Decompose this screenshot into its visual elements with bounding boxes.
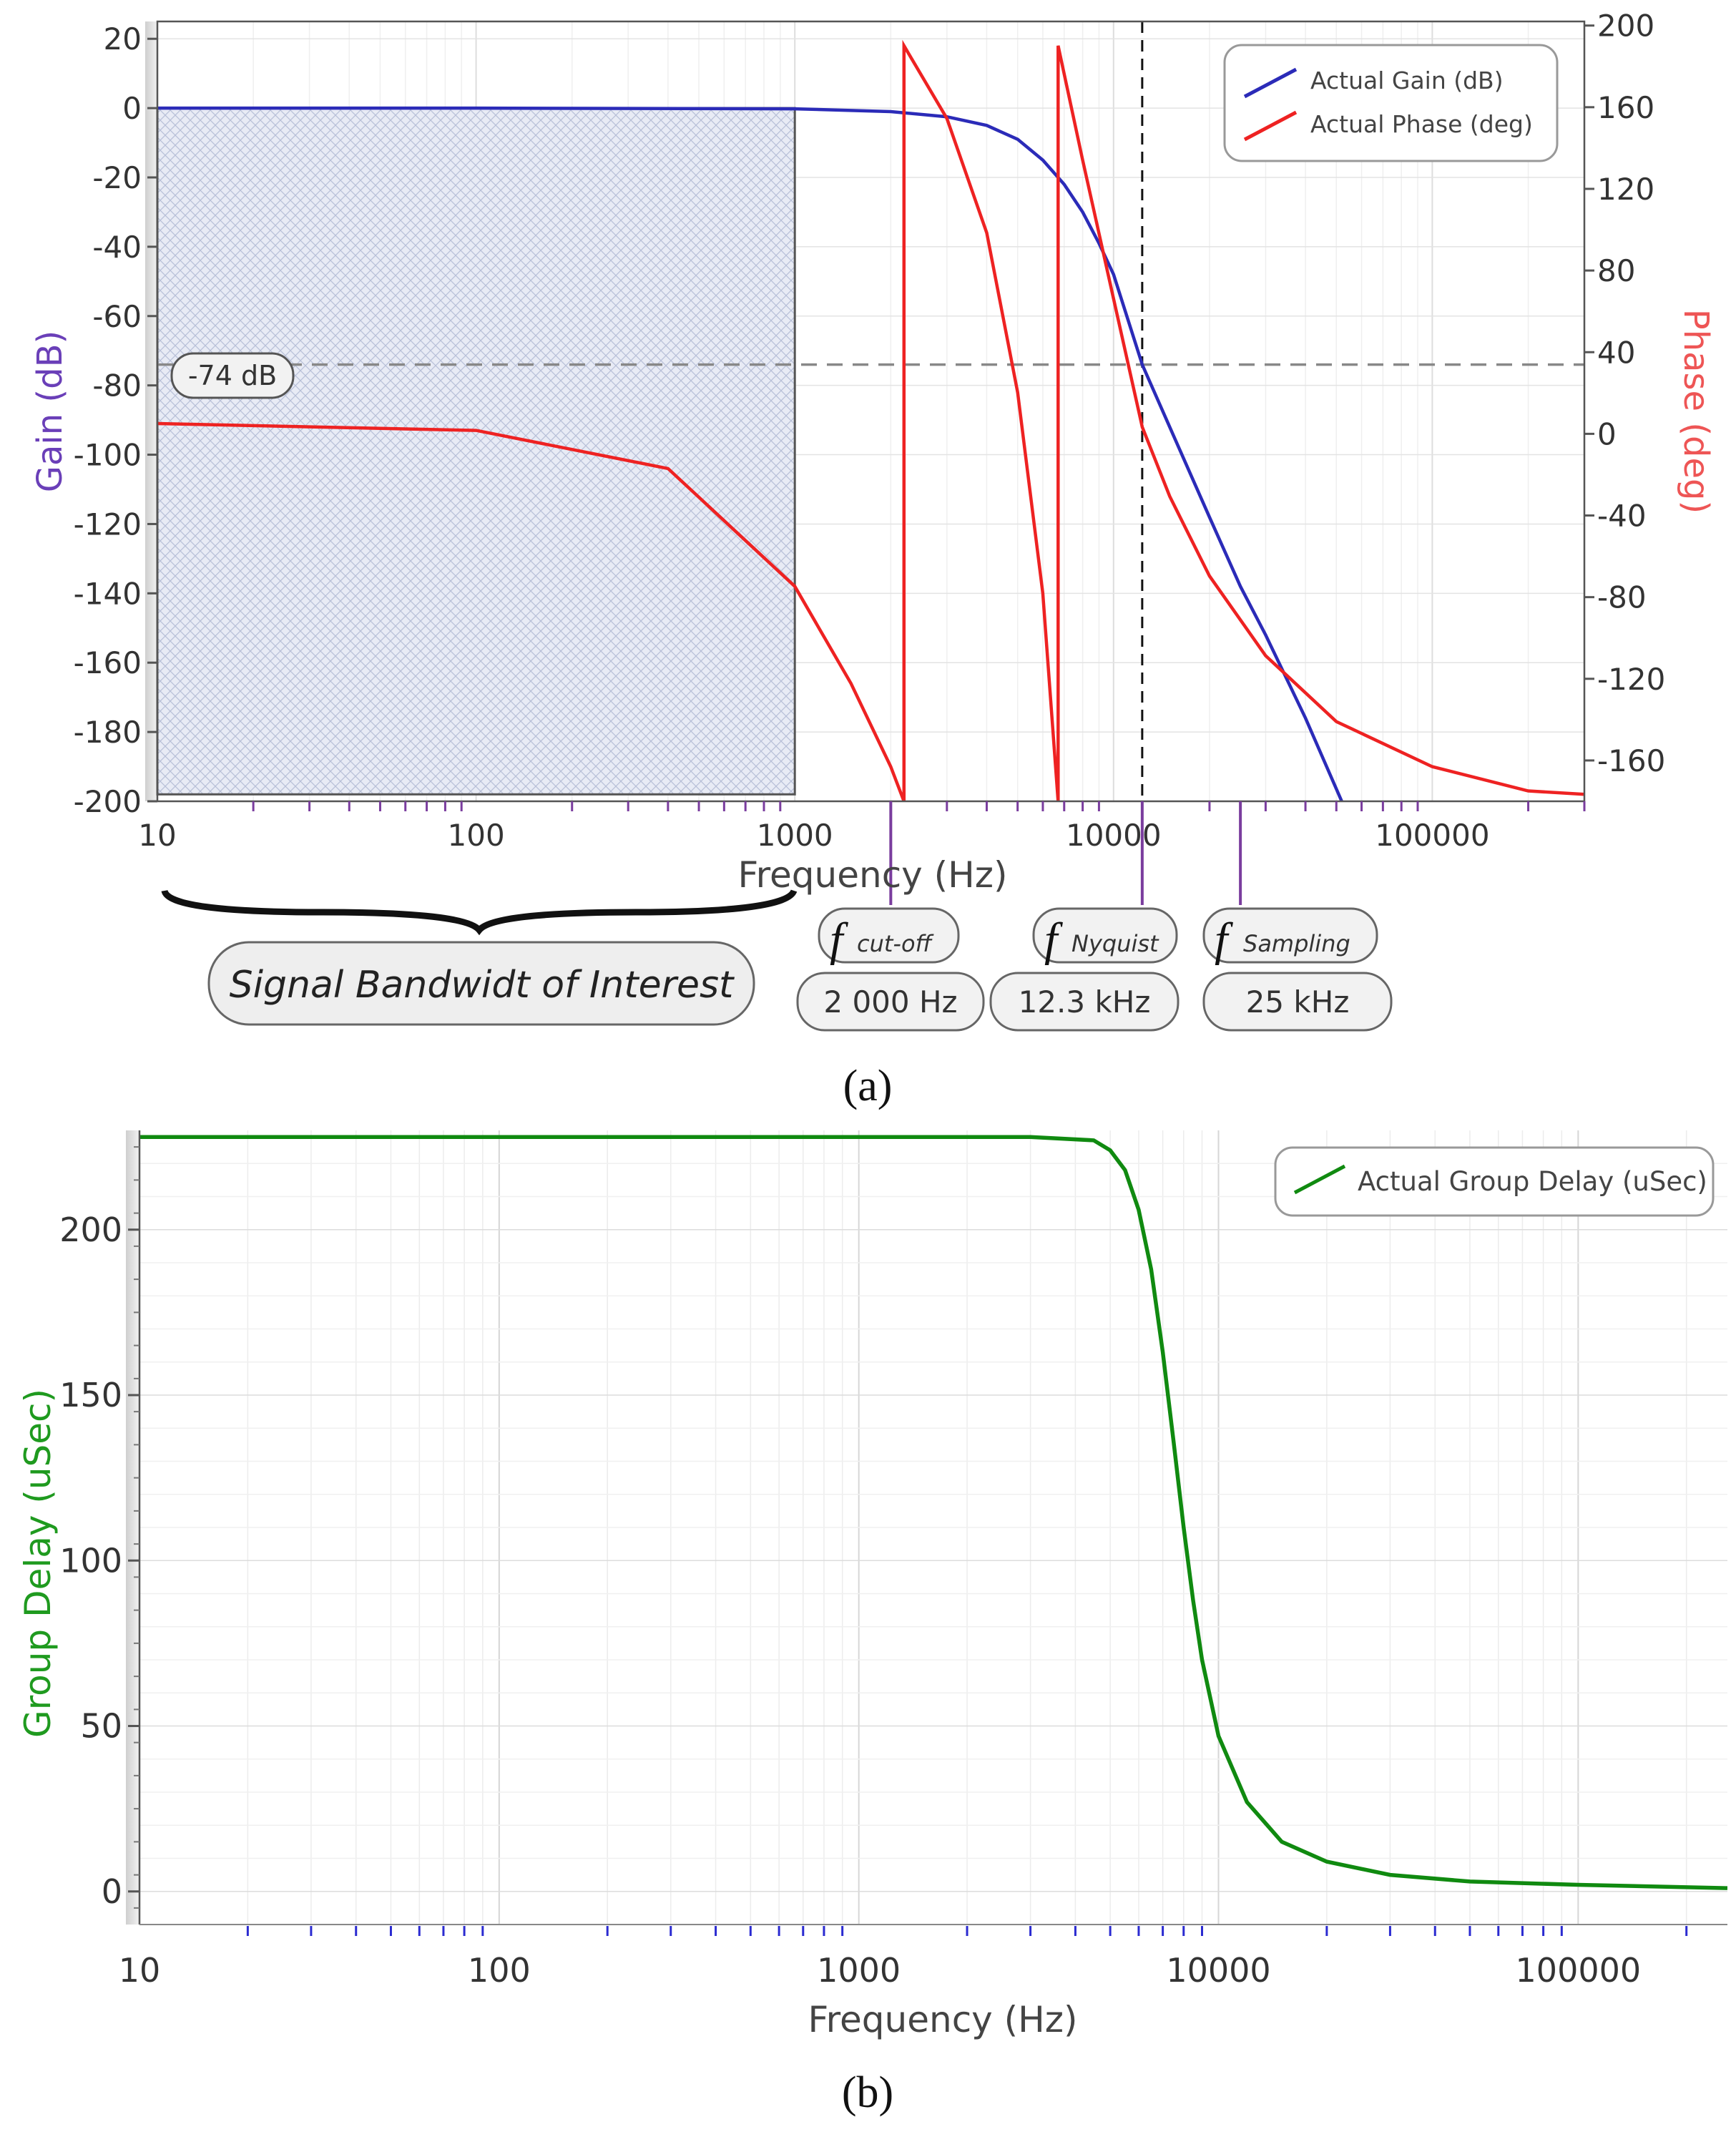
legend-group-delay-swatch — [1293, 1164, 1346, 1195]
sampling-value: 25 kHz — [1246, 984, 1350, 1019]
x-tick-label: 100000 — [1375, 818, 1489, 853]
panel-label-b: (b) — [842, 2068, 893, 2117]
y-axis-shade-b — [126, 1130, 139, 1925]
y-tick-label: 150 — [59, 1376, 122, 1414]
panel-b: 200 150 100 50 0 10 100 1000 10000 100000 Actual … — [17, 1130, 1727, 2117]
y-tick-label-left: -140 — [74, 576, 142, 611]
x-tick-label: 10000 — [1166, 1951, 1270, 1990]
y-tick-label: 100 — [59, 1541, 122, 1580]
panel-label-a: (a) — [843, 1062, 893, 1110]
axes-b: 200 150 100 50 0 10 100 1000 10000 100000 — [59, 1146, 1688, 1990]
y-axis-title-b: Group Delay (uSec) — [17, 1389, 59, 1738]
y-tick-label-right: 40 — [1597, 335, 1635, 370]
cutoff-marker-label: f cut-off 2 000 Hz — [796, 907, 985, 1032]
y-tick-label-left: -160 — [74, 645, 142, 680]
y-tick-label-left: -20 — [92, 160, 142, 195]
grid-b — [139, 1130, 1727, 1925]
x-tick-label: 100 — [448, 818, 505, 853]
nyquist-subscript: Nyquist — [1071, 930, 1159, 957]
y-tick-label-left: -100 — [74, 438, 142, 473]
y-tick-label-right: 120 — [1597, 172, 1654, 207]
y-tick-label-right: 200 — [1597, 9, 1654, 44]
y-tick-label-left: -40 — [92, 230, 142, 265]
y-tick-label-right: -160 — [1597, 743, 1665, 778]
nyquist-value: 12.3 kHz — [1019, 984, 1151, 1019]
x-axis-title-a: Frequency (Hz) — [737, 854, 1007, 896]
band-label-text: Signal Bandwidt of Interest — [230, 964, 735, 1007]
y-tick-label-left: 20 — [104, 21, 142, 57]
group-delay-series-line — [139, 1135, 1727, 1890]
x-tick-label: 1000 — [817, 1951, 901, 1990]
y-tick-label-left: -60 — [92, 299, 142, 334]
y-tick-label-right: -80 — [1597, 580, 1647, 615]
y-tick-label-right: -40 — [1597, 499, 1647, 534]
guides-a — [157, 21, 1584, 801]
legend-b: Actual Group Delay (uSec) — [1274, 1146, 1715, 1217]
y-tick-label-left: -180 — [74, 715, 142, 750]
legend-gain-swatch — [1243, 67, 1298, 99]
x-tick-label: 1000 — [757, 818, 833, 853]
legend-phase-label: Actual Phase (deg) — [1310, 110, 1533, 138]
axes-a: 200-20-40-60-80-100-120-140-160-180-2002… — [74, 9, 1665, 905]
legend-group-delay-label: Actual Group Delay (uSec) — [1358, 1166, 1707, 1197]
y-axis-title-right-a: Phase (deg) — [1676, 309, 1716, 514]
y-tick-label-right: 0 — [1597, 416, 1617, 451]
y-tick-label-left: -200 — [74, 784, 142, 819]
y-axis-title-left-a: Gain (dB) — [30, 331, 70, 492]
sampling-subscript: Sampling — [1243, 930, 1350, 957]
x-axis-title-b: Frequency (Hz) — [808, 1999, 1077, 2040]
plot-frame-a — [156, 20, 1586, 803]
band-brace — [161, 889, 798, 936]
y-axis-shade-a — [145, 21, 157, 801]
gain-marker-label: -74 dB — [170, 352, 295, 399]
y-tick-label-left: -120 — [74, 507, 142, 542]
gain-series-line — [157, 106, 1343, 801]
y-tick-label: 200 — [59, 1211, 122, 1249]
x-tick-label: 10 — [138, 818, 176, 853]
y-tick-label-left: -80 — [92, 368, 142, 404]
x-tick-label: 100000 — [1516, 1951, 1642, 1990]
legend-gain-label: Actual Gain (dB) — [1310, 67, 1504, 94]
legend-phase-swatch — [1243, 110, 1298, 142]
band-label-pill: Signal Bandwidt of Interest — [207, 941, 755, 1026]
gain-marker-text: -74 dB — [188, 360, 277, 391]
y-tick-label-right: 80 — [1597, 253, 1635, 288]
y-tick-label-right: 160 — [1597, 90, 1654, 125]
x-tick-label: 100 — [468, 1951, 531, 1990]
panel-a: 200-20-40-60-80-100-120-140-160-180-2002… — [30, 9, 1716, 1110]
nyquist-marker-label: f Nyquist 12.3 kHz — [989, 907, 1180, 1032]
x-tick-label: 10000 — [1066, 818, 1162, 853]
y-tick-label: 0 — [102, 1872, 122, 1911]
signal-band-region — [156, 107, 796, 796]
y-tick-label-left: 0 — [122, 91, 142, 126]
y-tick-label-right: -120 — [1597, 662, 1665, 697]
cutoff-subscript: cut-off — [857, 930, 935, 957]
phase-series-line — [157, 39, 1584, 801]
legend-a: Actual Gain (dB) Actual Phase (deg) — [1223, 44, 1559, 162]
sampling-marker-label: f Sampling 25 kHz — [1202, 907, 1393, 1032]
cutoff-value: 2 000 Hz — [823, 984, 957, 1019]
x-tick-label: 10 — [119, 1951, 161, 1990]
y-tick-label: 50 — [80, 1707, 122, 1746]
